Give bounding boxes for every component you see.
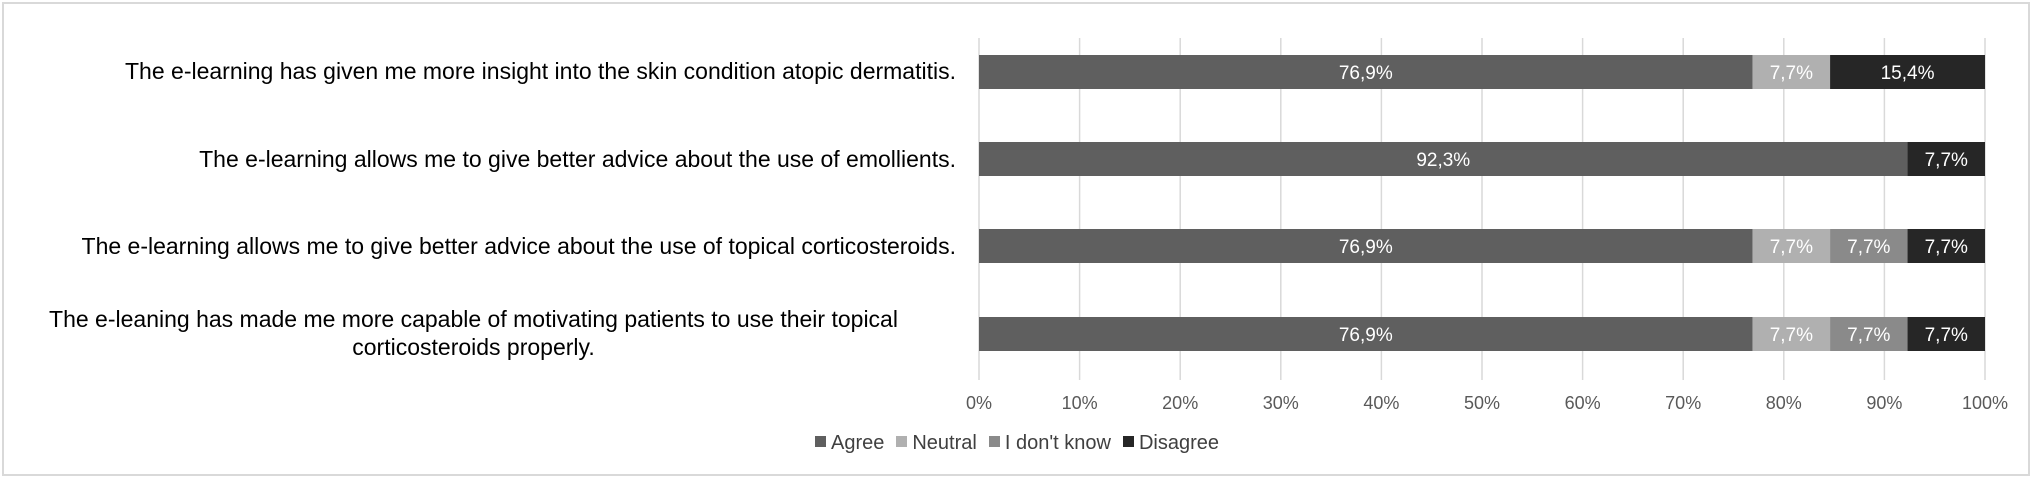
- data-label: 92,3%: [1416, 150, 1470, 171]
- legend-label: I don't know: [1004, 432, 1111, 454]
- bar-segment: [1830, 55, 1985, 89]
- data-label: 76,9%: [1339, 325, 1393, 346]
- category-label: The e-leaning has made me more capable o…: [49, 306, 898, 360]
- x-tick-label: 80%: [1766, 393, 1802, 413]
- bar-segment: [1907, 142, 1985, 176]
- data-label: 7,7%: [1770, 325, 1813, 346]
- data-label: 7,7%: [1847, 325, 1890, 346]
- stacked-bar-chart: 76,9% 7,7% 15,4% 92,3% 7,7% 76,9% 7,7% 7,7% 7,7%…: [966, 38, 2008, 413]
- bar-segment: [979, 317, 1753, 351]
- x-tick-label: 60%: [1565, 393, 1601, 413]
- bar-segment: [1752, 229, 1831, 263]
- bar-segment: [1830, 317, 1908, 351]
- data-label: 76,9%: [1339, 237, 1393, 258]
- legend-swatch: [896, 436, 908, 448]
- x-tick-label: 40%: [1363, 393, 1399, 413]
- legend-swatch: [988, 436, 1000, 448]
- category-label: The e-learning allows me to give better …: [199, 146, 956, 172]
- bar-segment: [1830, 229, 1908, 263]
- data-label: 7,7%: [1770, 63, 1813, 84]
- legend-swatch: [814, 436, 826, 448]
- data-label: 7,7%: [1925, 325, 1968, 346]
- category-label: The e-learning allows me to give better …: [81, 233, 956, 259]
- legend-item: Agree: [814, 432, 885, 455]
- bar-segment: [979, 229, 1753, 263]
- bar-segment: [1752, 55, 1831, 89]
- x-tick-label: 90%: [1866, 393, 1902, 413]
- x-tick-label: 0%: [966, 393, 992, 413]
- data-label: 15,4%: [1881, 63, 1935, 84]
- x-tick-label: 30%: [1263, 393, 1299, 413]
- x-tick-label: 100%: [1962, 393, 2008, 413]
- data-label: 7,7%: [1925, 150, 1968, 171]
- bar-segment: [979, 55, 1753, 89]
- bar-segment: [1907, 317, 1985, 351]
- bar-segment: [1752, 317, 1831, 351]
- legend-item: Disagree: [1122, 432, 1219, 455]
- data-label: 7,7%: [1925, 237, 1968, 258]
- x-tick-label: 10%: [1062, 393, 1098, 413]
- data-label: 76,9%: [1339, 63, 1393, 84]
- legend-item: I don't know: [988, 432, 1111, 455]
- x-tick-label: 50%: [1464, 393, 1500, 413]
- x-tick-label: 70%: [1665, 393, 1701, 413]
- legend-label: Disagree: [1138, 432, 1219, 454]
- legend-label: Agree: [830, 432, 885, 454]
- legend-swatch: [1122, 436, 1134, 448]
- category-label: The e-learning has given me more insight…: [125, 58, 956, 84]
- bar-segment: [979, 142, 1908, 176]
- data-label: 7,7%: [1770, 237, 1813, 258]
- legend-item: Neutral: [896, 432, 977, 455]
- bar-segment: [1907, 229, 1985, 263]
- legend: Agree Neutral I don't know Disagree: [0, 432, 2034, 455]
- data-label: 7,7%: [1847, 237, 1890, 258]
- x-tick-label: 20%: [1162, 393, 1198, 413]
- legend-label: Neutral: [912, 432, 977, 454]
